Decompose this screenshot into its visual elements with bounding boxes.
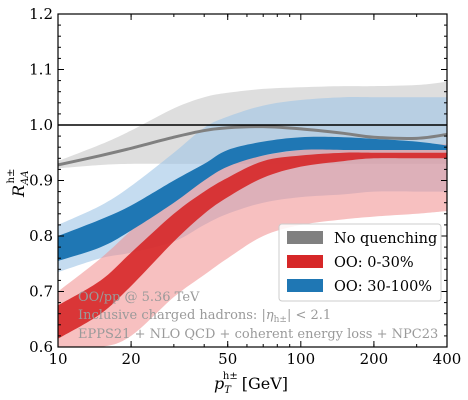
oo-30-100-band (58, 136, 447, 261)
x-axis-title-sub: T (224, 385, 232, 396)
annotation-hadrons-suffix: | < 2.1 (287, 308, 331, 323)
x-axis-title-main: p (214, 374, 224, 393)
y-axis-title: RAAh± (6, 169, 31, 198)
x-tick-label: 100 (286, 350, 315, 368)
x-axis-title-unit: [GeV] (242, 374, 288, 393)
y-axis-title-sub: AA (20, 171, 31, 186)
x-tick-label: 20 (122, 350, 141, 368)
legend: No quenching OO: 0-30% OO: 30-100% (278, 223, 442, 302)
y-axis-title-sup: h± (6, 169, 17, 184)
x-tick-label: 50 (218, 350, 237, 368)
legend-swatch-no-quenching (287, 231, 323, 244)
legend-swatch-oo-30-100 (287, 279, 323, 292)
y-tick-label: 0.8 (29, 227, 53, 245)
y-tick-label: 1.0 (29, 116, 53, 134)
legend-label-no-quenching: No quenching (334, 231, 437, 247)
annotation-model: EPPS21 + NLO QCD + coherent energy loss … (78, 327, 438, 342)
annotation-hadrons-prefix: Inclusive charged hadrons: | (78, 308, 266, 323)
y-tick-label: 0.9 (29, 172, 53, 190)
y-axis-title-main: R (9, 185, 28, 198)
x-tick-label: 400 (433, 350, 462, 368)
annotation-hadrons: Inclusive charged hadrons: |ηh±| < 2.1 (78, 308, 331, 325)
x-tick-label: 200 (360, 350, 389, 368)
annotation-collision: OO/pp @ 5.36 TeV (78, 290, 200, 305)
oo-0-30-outer-band (58, 144, 447, 347)
y-tick-label: 0.6 (29, 338, 53, 356)
annotation-eta-sub: h± (274, 315, 287, 325)
y-tick-label: 1.2 (29, 5, 53, 23)
x-axis-title: pTh± [GeV] (214, 371, 288, 396)
y-tick-label: 1.1 (29, 61, 53, 79)
legend-label-oo-30-100: OO: 30-100% (334, 279, 432, 295)
plot-frame (57, 13, 448, 348)
no-quenching-line (58, 125, 447, 167)
legend-swatch-oo-0-30 (287, 255, 323, 268)
x-tick-label: 10 (48, 350, 67, 368)
x-axis-title-sup: h± (223, 371, 238, 382)
axis-ticks: 10 20 50 100 200 400 0.6 0.7 0.8 0.9 1.0 1.1 1.2 (29, 5, 461, 368)
y-tick-label: 0.7 (29, 283, 53, 301)
annotation-eta: η (266, 308, 274, 323)
legend-label-oo-0-30: OO: 0-30% (334, 255, 414, 271)
